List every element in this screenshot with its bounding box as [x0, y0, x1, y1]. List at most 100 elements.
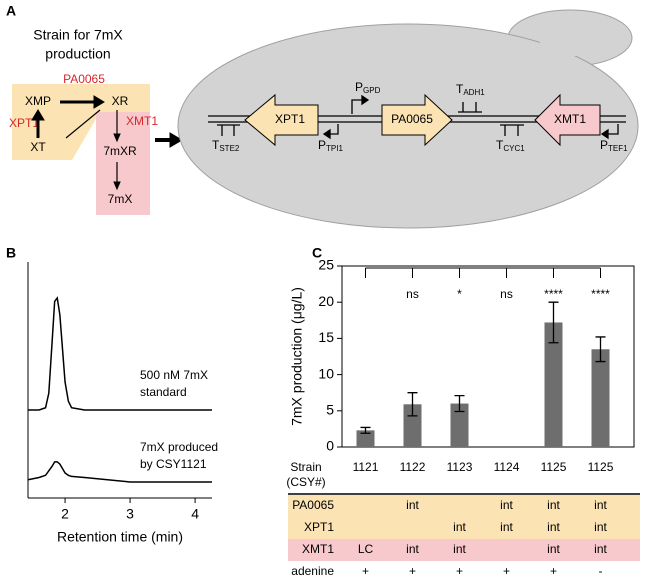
y-axis-label: 7mX production (μg/L)	[289, 287, 305, 426]
table-cell: +	[550, 564, 557, 578]
element-main: T	[456, 82, 464, 96]
bar	[450, 403, 469, 447]
table-cell: int	[547, 498, 560, 512]
x-axis-label: Retention time (min)	[57, 529, 183, 545]
table-cell: int	[594, 498, 607, 512]
pathway-bg	[12, 84, 150, 160]
element-label: PTEF1	[600, 138, 628, 153]
x-tick-label: 1122	[400, 460, 426, 474]
pathway-arrows	[31, 95, 183, 191]
gene-label: PA0065	[391, 112, 433, 126]
table-cell: int	[594, 542, 607, 556]
bar	[591, 349, 610, 447]
title: production	[45, 46, 110, 62]
panel-label: A	[6, 3, 16, 19]
trace-label: by CSY1121	[140, 457, 207, 471]
table-cell: +	[362, 564, 369, 578]
plot-frame	[341, 265, 635, 448]
table-cell: int	[406, 498, 419, 512]
x-tick-label: 1121	[353, 460, 379, 474]
element-main: P	[355, 80, 363, 94]
table-cell: int	[500, 498, 513, 512]
bar	[544, 322, 563, 447]
significance: ns	[406, 287, 419, 301]
gene	[244, 93, 319, 147]
x-tick-label: 3	[126, 506, 134, 522]
x-axis-label: (CSY#)	[286, 475, 325, 489]
pathway-bg	[96, 112, 150, 215]
significance: *	[457, 287, 462, 301]
table-cell: +	[409, 564, 416, 578]
row-label: adenine	[291, 564, 334, 578]
gene-label: XPT1	[275, 112, 305, 126]
error-bar	[360, 426, 371, 434]
error-bar	[548, 301, 559, 344]
table-cell: +	[503, 564, 510, 578]
x-tick-label: 4	[191, 506, 199, 522]
row-label: PA0065	[292, 498, 334, 512]
gene	[534, 93, 601, 147]
y-tick-label: 20	[318, 293, 334, 309]
element-main: P	[318, 138, 326, 152]
enzyme: XMT1	[126, 114, 158, 128]
error-bar	[454, 394, 465, 413]
element-sub: ADH1	[463, 88, 485, 97]
enzyme: PA0065	[63, 72, 105, 86]
trace-label: 500 nM 7mX	[140, 368, 208, 382]
x-tick-label: 2	[61, 506, 69, 522]
y-tick-label: 5	[326, 402, 334, 418]
bar	[356, 430, 375, 447]
element-label: TADH1	[456, 82, 485, 97]
x-tick-label: 1125	[588, 460, 614, 474]
x-tick-label: 1125	[541, 460, 567, 474]
y-tick-label: 25	[318, 257, 334, 273]
x-tick-label: 1123	[447, 460, 473, 474]
element-main: P	[600, 138, 608, 152]
element-label: TSTE2	[212, 138, 240, 153]
significance: ns	[500, 287, 513, 301]
element-label: TCYC1	[496, 138, 525, 153]
row-label: XPT1	[304, 520, 334, 534]
y-tick-label: 10	[318, 365, 334, 381]
gene-label: XMT1	[554, 112, 586, 126]
metabolite: 7mXR	[103, 144, 137, 158]
panel-label: B	[6, 245, 16, 261]
error-bar	[407, 392, 418, 417]
table-cell: int	[547, 520, 560, 534]
element-main: T	[496, 138, 504, 152]
trace	[28, 296, 212, 411]
x-tick-label: 1124	[494, 460, 520, 474]
cell-join	[540, 32, 600, 56]
trace-label: 7mX produced	[140, 440, 218, 454]
table-cell: +	[456, 564, 463, 578]
panel-label: C	[312, 245, 322, 261]
table-cell: int	[594, 520, 607, 534]
significance: ****	[591, 287, 610, 301]
metabolite: XMP	[25, 94, 51, 108]
significance: ****	[544, 287, 563, 301]
row-label: XMT1	[302, 542, 334, 556]
trace-label: standard	[140, 385, 187, 399]
y-tick-label: 15	[318, 329, 334, 345]
element-label: PTPI1	[318, 138, 343, 153]
bar	[403, 404, 422, 447]
panel-a: Strain for 7mX production XMP XR XT 7mXR…	[9, 9, 639, 229]
table-cell: int	[453, 520, 466, 534]
element-sub: STE2	[219, 144, 240, 153]
table-cell: int	[547, 542, 560, 556]
table-cell: -	[599, 564, 603, 578]
table-cell: LC	[358, 542, 374, 556]
title: Strain for 7mX	[33, 27, 123, 43]
table-row-bg	[288, 517, 640, 539]
metabolite: 7mX	[108, 192, 133, 206]
error-bar	[595, 336, 606, 363]
table-cell: int	[453, 542, 466, 556]
table-row-bg	[288, 495, 640, 517]
metabolite: XR	[112, 94, 129, 108]
element-sub: CYC1	[503, 144, 525, 153]
element-label: PGPD	[355, 80, 381, 95]
x-axis-label: Strain	[290, 460, 321, 474]
gene	[381, 93, 453, 147]
y-tick-label: 0	[326, 438, 334, 454]
